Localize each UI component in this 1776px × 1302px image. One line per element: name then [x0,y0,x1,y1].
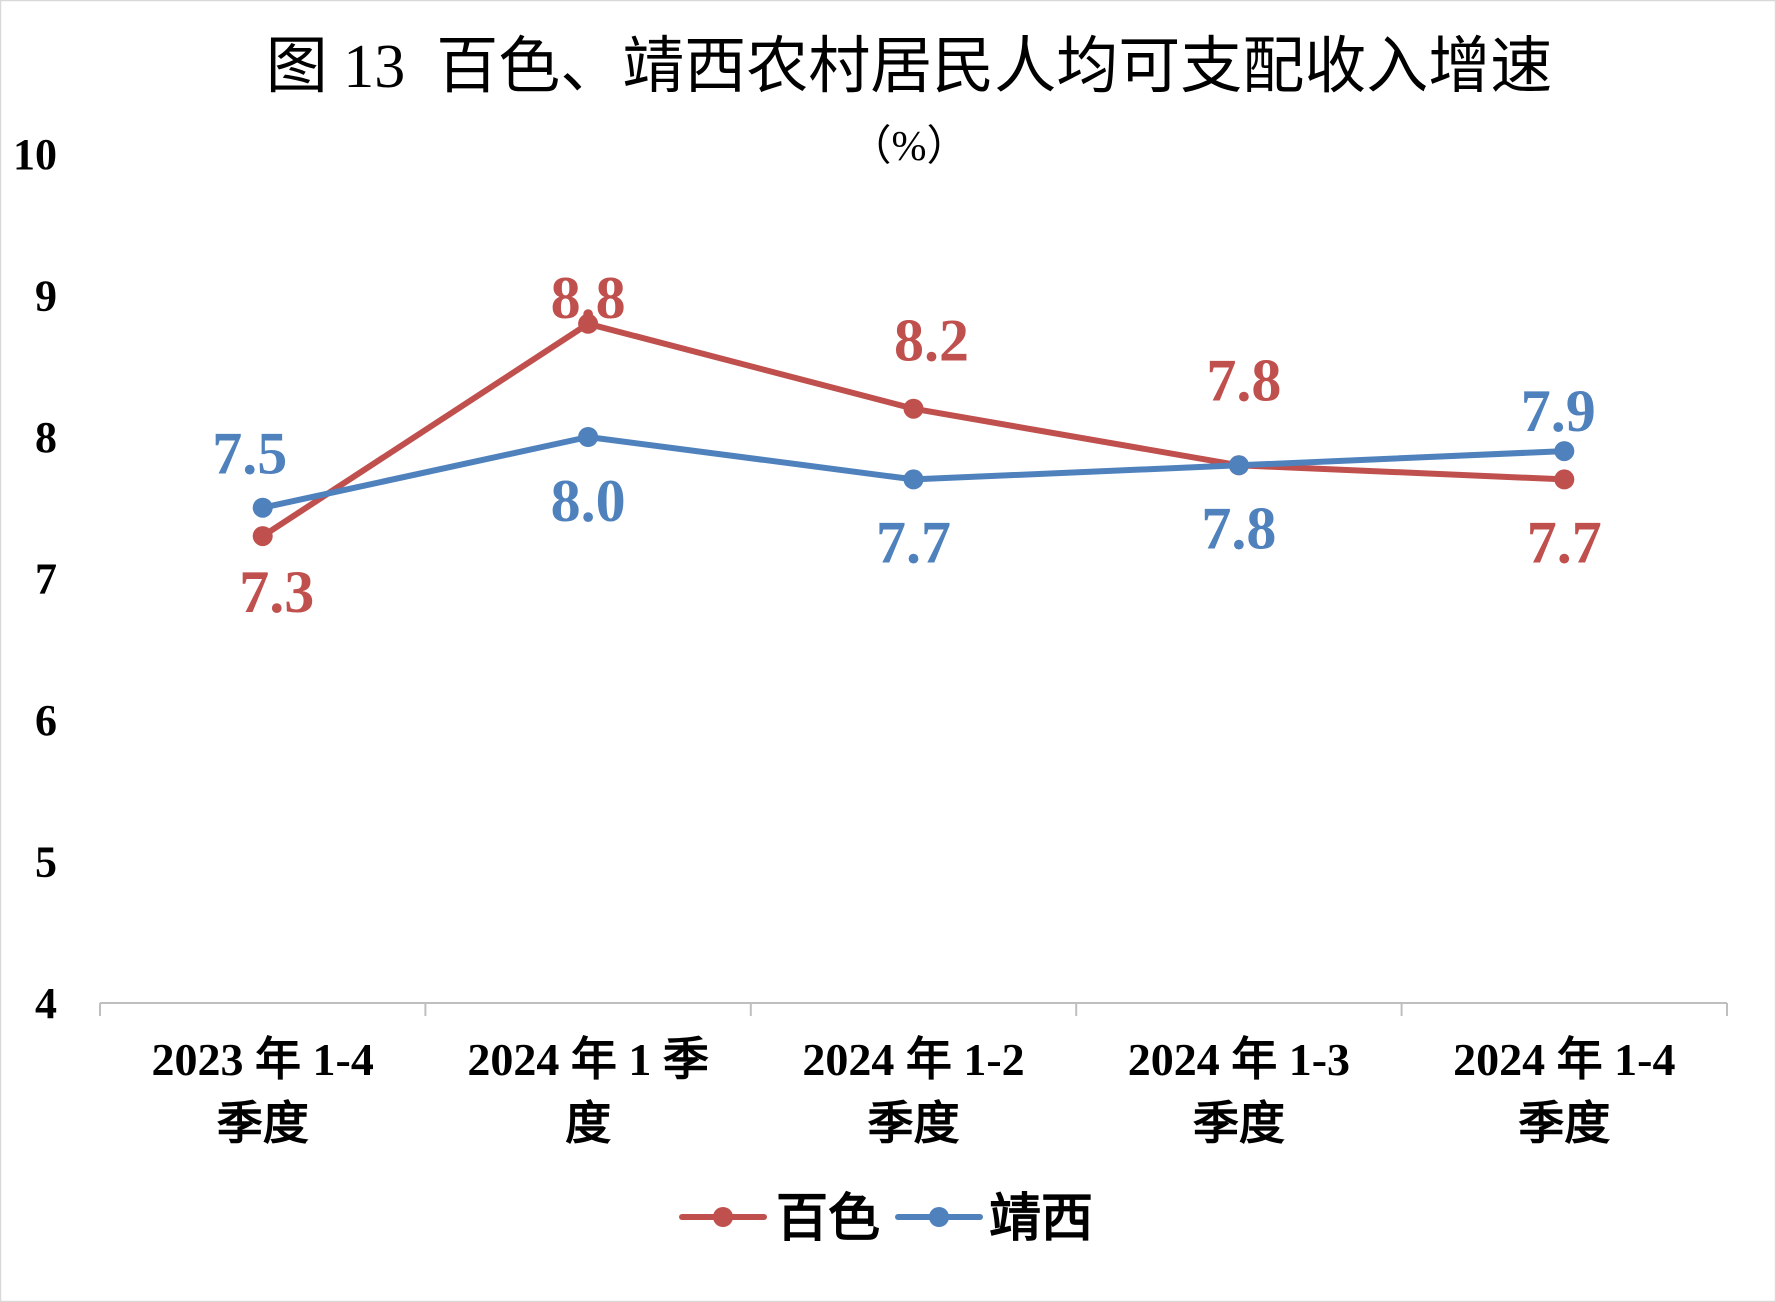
data-point [1554,469,1575,490]
x-tick-label: 2023 年 1-4 季度 [152,1034,374,1149]
series-1 [252,427,1575,518]
y-tick-label: 6 [35,696,57,745]
legend-item-jingxi: 靖西 [895,1190,1093,1248]
data-label: 8.0 [551,468,626,534]
data-label: 7.7 [1527,509,1602,575]
chart-title: 图 13 百色、靖西农村居民人均可支配收入增速 [266,33,1553,101]
series-layer [252,313,1575,547]
x-tick-label: 2024 年 1-2 季度 [802,1034,1024,1149]
x-tick-label: 2024 年 1 季度 [467,1034,709,1149]
legend-item-baise: 百色 [679,1190,880,1248]
x-tick-label-line: 2024 年 1-3 [1128,1034,1350,1085]
x-tick-label: 2024 年 1-4 季度 [1453,1034,1675,1149]
y-tick-label: 5 [35,838,57,887]
y-tick-label: 7 [35,555,57,604]
x-tick-label-line: 季度 [217,1098,309,1149]
data-point [578,313,599,334]
y-tick-label: 8 [35,413,57,462]
x-tick-label-line: 季度 [1518,1098,1610,1149]
x-tick-label-line: 度 [565,1098,611,1149]
y-tick-label: 10 [13,130,57,179]
legend-marker-baise [713,1207,733,1227]
data-labels: 7.3 8.8 8.2 7.8 7.7 7.5 8.0 7.7 7.8 7.9 [212,265,1602,625]
x-tick-label-line: 季度 [1193,1098,1285,1149]
data-label: 8.8 [551,265,626,331]
data-label: 8.2 [894,308,969,374]
data-label: 7.8 [1206,347,1281,413]
y-tick-label: 9 [35,272,57,321]
chart-subtitle: （%） [850,124,969,170]
data-point [903,398,924,419]
data-point [1554,441,1575,462]
y-axis-tick-labels: 4 5 6 7 8 9 10 [13,130,57,1028]
data-label: 7.5 [212,421,287,487]
data-point [578,427,599,447]
legend: 百色 靖西 [679,1190,1093,1248]
legend-marker-jingxi [929,1207,949,1227]
data-point [903,469,924,490]
legend-label-jingxi: 靖西 [989,1190,1093,1248]
data-point [252,497,273,518]
x-tick-label: 2024 年 1-3 季度 [1128,1034,1350,1149]
data-label: 7.7 [876,509,951,575]
x-tick-label-line: 2023 年 1-4 [152,1034,374,1085]
y-tick-label: 4 [35,979,57,1028]
data-label: 7.8 [1201,495,1276,561]
x-tick-label-line: 2024 年 1-4 [1453,1034,1675,1085]
x-axis-ticks [99,1003,1728,1016]
data-label: 7.9 [1521,378,1596,444]
data-point [252,526,273,547]
x-tick-label-line: 2024 年 1-2 [802,1034,1024,1085]
x-tick-label-line: 季度 [868,1098,960,1149]
x-tick-label-line: 2024 年 1 季 [467,1034,709,1085]
data-label: 7.3 [239,559,314,625]
data-point [1228,455,1249,476]
legend-label-baise: 百色 [776,1190,880,1248]
